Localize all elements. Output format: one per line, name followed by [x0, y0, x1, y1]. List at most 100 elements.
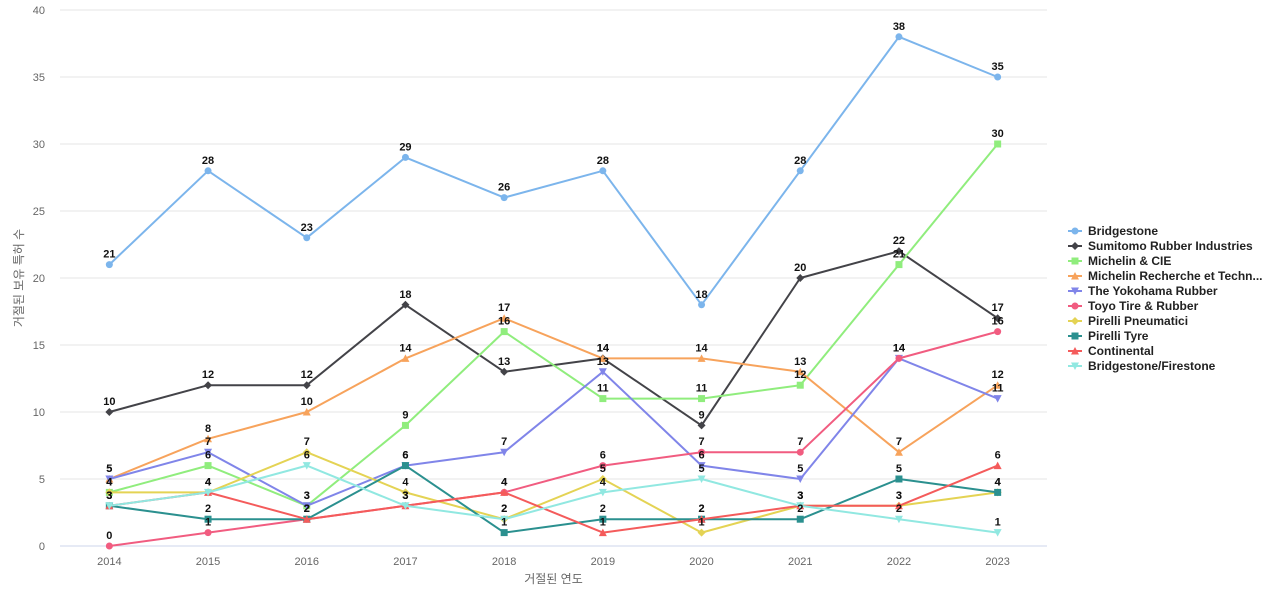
data-point[interactable]: [698, 448, 706, 456]
data-point[interactable]: [598, 475, 607, 483]
data-point[interactable]: [500, 194, 508, 202]
data-point[interactable]: [697, 462, 706, 470]
legend-label[interactable]: The Yokohama Rubber: [1088, 284, 1218, 298]
data-point[interactable]: [894, 515, 903, 524]
data-point[interactable]: [500, 488, 509, 496]
legend-item[interactable]: The Yokohama Rubber: [1068, 284, 1218, 298]
data-point[interactable]: [599, 395, 607, 403]
data-point[interactable]: [994, 488, 1002, 496]
data-point[interactable]: [993, 395, 1002, 403]
data-point[interactable]: [204, 515, 212, 523]
data-point[interactable]: [796, 381, 804, 389]
legend-marker[interactable]: [1071, 317, 1079, 325]
legend-label[interactable]: Pirelli Pneumatici: [1088, 314, 1188, 328]
data-point[interactable]: [599, 515, 607, 523]
data-point[interactable]: [401, 502, 410, 510]
data-point[interactable]: [697, 475, 706, 484]
data-point[interactable]: [204, 529, 212, 537]
data-point[interactable]: [401, 488, 410, 497]
data-point[interactable]: [895, 261, 903, 269]
data-point[interactable]: [994, 140, 1002, 148]
data-point[interactable]: [598, 368, 607, 376]
legend-label[interactable]: Michelin & CIE: [1088, 254, 1171, 268]
data-point[interactable]: [598, 488, 607, 497]
legend-marker[interactable]: [1071, 332, 1079, 340]
legend-item[interactable]: Michelin Recherche et Techn...: [1068, 269, 1263, 283]
data-point[interactable]: [796, 515, 804, 523]
data-point[interactable]: [895, 33, 903, 41]
data-point[interactable]: [994, 73, 1002, 81]
legend-item[interactable]: Bridgestone/Firestone: [1068, 359, 1216, 373]
data-point[interactable]: [796, 448, 804, 456]
legend-marker[interactable]: [1071, 242, 1079, 250]
legend-item[interactable]: Sumitomo Rubber Industries: [1068, 239, 1253, 253]
legend-label[interactable]: Pirelli Tyre: [1088, 329, 1149, 343]
legend-item[interactable]: Toyo Tire & Rubber: [1068, 299, 1199, 313]
data-point[interactable]: [105, 502, 114, 510]
data-point[interactable]: [500, 515, 509, 524]
legend-label[interactable]: Toyo Tire & Rubber: [1088, 299, 1199, 313]
data-point[interactable]: [500, 448, 509, 457]
data-point[interactable]: [401, 462, 409, 470]
data-point[interactable]: [697, 354, 706, 362]
legend-marker[interactable]: [1071, 302, 1079, 310]
data-point[interactable]: [993, 314, 1002, 323]
data-point[interactable]: [796, 475, 805, 484]
legend-item[interactable]: Bridgestone: [1068, 224, 1158, 238]
legend-label[interactable]: Bridgestone: [1088, 224, 1158, 238]
data-point[interactable]: [105, 542, 113, 550]
legend-label[interactable]: Bridgestone/Firestone: [1088, 359, 1216, 373]
data-point[interactable]: [993, 381, 1002, 389]
data-point[interactable]: [204, 488, 213, 497]
legend-item[interactable]: Michelin & CIE: [1068, 254, 1171, 268]
data-point[interactable]: [698, 395, 706, 403]
data-point[interactable]: [401, 300, 410, 309]
data-point[interactable]: [697, 528, 706, 537]
data-point[interactable]: [302, 408, 311, 416]
data-point[interactable]: [204, 167, 212, 175]
legend-marker[interactable]: [1071, 287, 1079, 296]
data-point[interactable]: [796, 502, 805, 510]
data-point[interactable]: [204, 448, 213, 457]
data-point[interactable]: [105, 488, 114, 497]
data-point[interactable]: [204, 381, 213, 390]
data-point[interactable]: [302, 448, 311, 457]
legend-marker[interactable]: [1071, 257, 1079, 265]
data-point[interactable]: [599, 462, 607, 470]
data-point[interactable]: [796, 367, 805, 376]
data-point[interactable]: [895, 354, 903, 362]
legend-marker[interactable]: [1071, 347, 1079, 355]
data-point[interactable]: [401, 153, 409, 161]
data-point[interactable]: [500, 314, 509, 322]
data-point[interactable]: [105, 408, 114, 416]
legend-label[interactable]: Continental: [1088, 344, 1154, 358]
data-point[interactable]: [401, 421, 409, 429]
legend-marker[interactable]: [1071, 362, 1079, 371]
legend-label[interactable]: Sumitomo Rubber Industries: [1088, 239, 1253, 253]
legend-label[interactable]: Michelin Recherche et Techn...: [1088, 269, 1263, 283]
data-point[interactable]: [500, 328, 508, 336]
data-point[interactable]: [993, 461, 1002, 470]
data-point[interactable]: [500, 367, 509, 376]
legend-marker[interactable]: [1071, 227, 1079, 235]
data-point[interactable]: [697, 421, 706, 430]
data-point[interactable]: [895, 475, 903, 483]
data-point[interactable]: [894, 501, 903, 510]
data-point[interactable]: [302, 381, 311, 390]
data-point[interactable]: [302, 502, 311, 510]
data-point[interactable]: [204, 462, 212, 470]
data-point[interactable]: [598, 354, 607, 362]
data-point[interactable]: [105, 261, 113, 269]
data-point[interactable]: [698, 301, 706, 309]
data-point[interactable]: [697, 515, 706, 523]
data-point[interactable]: [500, 529, 508, 537]
data-point[interactable]: [598, 528, 607, 537]
data-point[interactable]: [105, 475, 114, 484]
data-point[interactable]: [994, 328, 1002, 336]
data-point[interactable]: [894, 247, 903, 256]
data-point[interactable]: [599, 167, 607, 175]
legend-item[interactable]: Continental: [1068, 344, 1154, 358]
data-point[interactable]: [894, 448, 903, 456]
data-point[interactable]: [401, 354, 410, 362]
